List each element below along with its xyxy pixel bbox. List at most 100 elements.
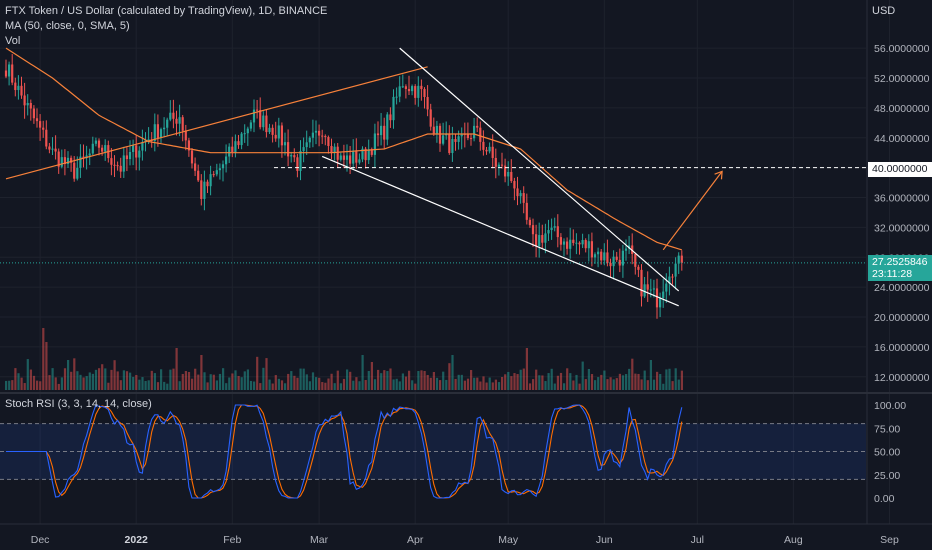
stoch-rsi-pane xyxy=(0,404,866,499)
volume-bar xyxy=(181,373,184,390)
candle-body xyxy=(479,127,482,142)
candle-body xyxy=(643,284,646,297)
candle-body xyxy=(85,155,88,158)
candle-body xyxy=(305,142,308,148)
candle-body xyxy=(45,129,48,147)
volume-bar xyxy=(482,376,485,390)
volume-bar xyxy=(566,368,569,390)
candle-body xyxy=(318,130,321,136)
volume-bar xyxy=(358,381,361,390)
candle-body xyxy=(522,193,525,203)
candle-body xyxy=(609,262,612,267)
candle-body xyxy=(39,121,42,128)
volume-bar xyxy=(32,375,36,390)
current-price-tag: 27.2525846 23:11:28 xyxy=(868,255,932,281)
candle-body xyxy=(274,134,277,139)
volume-bar xyxy=(404,376,408,390)
candle-body xyxy=(597,251,600,255)
volume-bar xyxy=(45,342,48,390)
candle-body xyxy=(82,156,85,158)
volume-bar xyxy=(197,374,200,390)
candle-body xyxy=(556,226,559,238)
candle-body xyxy=(159,129,163,139)
volume-bar xyxy=(380,373,383,390)
breakout-projection xyxy=(662,171,723,251)
candle-body xyxy=(299,151,302,171)
price-axis-label: 32.0000000 xyxy=(874,222,930,234)
volume-bar xyxy=(336,370,339,390)
candle-body xyxy=(342,155,345,160)
candle-body xyxy=(17,85,20,91)
volume-bar xyxy=(36,380,39,390)
volume-bar xyxy=(628,368,631,390)
time-axis-label: Dec xyxy=(31,534,50,546)
candle-body xyxy=(314,130,318,133)
candle-body xyxy=(649,289,652,291)
volume-bar xyxy=(578,383,581,390)
volume-bar xyxy=(584,379,587,390)
volume-bar xyxy=(646,380,649,390)
candle-body xyxy=(73,162,76,179)
volume-bar xyxy=(377,369,380,390)
volume-bar xyxy=(398,381,401,390)
candle-body xyxy=(442,135,445,144)
candle-body xyxy=(327,137,330,146)
price-axis-label: 20.0000000 xyxy=(874,312,930,324)
candle-body xyxy=(283,142,287,146)
volume-bar xyxy=(280,380,284,390)
candle-body xyxy=(234,141,237,153)
volume-bar xyxy=(26,359,29,390)
volume-bar xyxy=(20,377,23,390)
candle-body xyxy=(225,156,228,165)
price-axis-label: 16.0000000 xyxy=(874,342,930,354)
volume-bar xyxy=(318,377,321,390)
time-axis-label: 2022 xyxy=(125,534,149,546)
volume-bar xyxy=(194,368,197,390)
volume-bar xyxy=(296,377,299,390)
candle-body xyxy=(287,142,290,157)
candle-body xyxy=(11,64,14,83)
volume-bar xyxy=(138,379,141,390)
price-axis-label: 12.0000000 xyxy=(874,372,930,384)
volume-bar xyxy=(327,378,330,390)
volume-bars xyxy=(5,328,683,390)
volume-bar xyxy=(563,383,566,390)
candle-body xyxy=(32,108,35,119)
volume-bar xyxy=(175,348,178,390)
candle-body xyxy=(544,233,547,243)
volume-bar xyxy=(491,382,494,390)
candle-body xyxy=(476,125,479,128)
candle-body xyxy=(302,147,305,152)
volume-bar xyxy=(82,377,85,390)
volume-bar xyxy=(290,371,293,390)
candle-body xyxy=(308,137,311,143)
candle-body xyxy=(420,85,423,90)
currency-label: USD xyxy=(872,5,896,17)
candle-body xyxy=(147,139,150,141)
volume-bar xyxy=(125,371,129,390)
volume-bar xyxy=(231,373,234,390)
candle-body xyxy=(364,148,367,161)
volume-bar xyxy=(643,370,646,390)
candle-body xyxy=(57,151,60,167)
volume-bar xyxy=(501,377,504,390)
candle-body xyxy=(135,145,138,158)
candle-body xyxy=(26,102,29,106)
grid-lines xyxy=(0,0,890,524)
volume-bar xyxy=(414,383,417,390)
volume-bar xyxy=(39,381,42,390)
volume-bar xyxy=(234,370,237,390)
volume-bar xyxy=(274,375,277,390)
volume-bar xyxy=(519,369,522,390)
candle-body xyxy=(79,156,82,168)
candle-body xyxy=(451,139,454,153)
volume-bar xyxy=(612,379,615,390)
candle-body xyxy=(494,157,497,167)
volume-bar xyxy=(662,383,665,390)
candle-body xyxy=(435,125,438,134)
volume-bar xyxy=(218,373,222,390)
candle-body xyxy=(51,148,54,150)
price-axis: 56.0000000 52.0000000 48.0000000 44.0000000… xyxy=(874,43,930,384)
candle-body xyxy=(618,259,621,266)
